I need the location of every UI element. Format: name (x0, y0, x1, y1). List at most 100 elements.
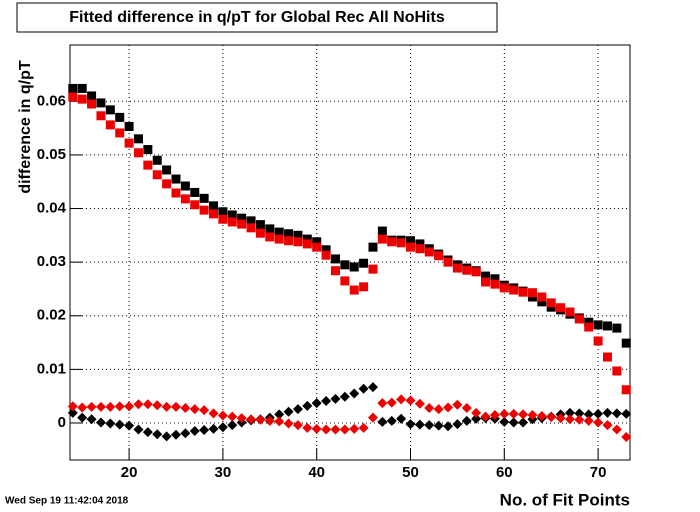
square-marker (556, 303, 566, 313)
square-marker (246, 223, 256, 233)
square-marker (293, 237, 303, 247)
diamond-marker (292, 404, 303, 415)
square-marker (527, 288, 537, 298)
diamond-marker (564, 407, 575, 418)
diamond-marker (349, 388, 360, 399)
diamond-marker (255, 414, 266, 425)
diamond-marker (443, 402, 454, 413)
diamond-marker (321, 424, 332, 435)
square-marker (406, 242, 416, 252)
diamond-marker (471, 413, 482, 424)
square-marker (537, 292, 547, 302)
diamond-marker (170, 401, 181, 412)
chart-title: Fitted difference in q/pT for Global Rec… (69, 9, 445, 26)
diamond-marker (414, 398, 425, 409)
diamond-marker (443, 421, 454, 432)
square-marker (349, 262, 359, 272)
diamond-marker (142, 427, 153, 438)
square-marker (593, 336, 603, 346)
diamond-marker (414, 419, 425, 430)
diamond-marker (396, 394, 407, 405)
diamond-marker (95, 417, 106, 428)
square-marker (377, 226, 387, 236)
square-marker (321, 250, 331, 260)
x-tick-label: 30 (215, 464, 232, 481)
square-marker (368, 242, 378, 252)
square-marker (96, 98, 106, 108)
diamond-marker (86, 414, 97, 425)
diamond-marker (480, 411, 491, 422)
diamond-marker (508, 408, 519, 419)
x-tick-label: 50 (402, 464, 419, 481)
diamond-marker (611, 408, 622, 419)
square-marker (68, 92, 78, 102)
y-tick-label: 0 (58, 414, 66, 431)
square-marker (199, 193, 209, 203)
y-tick-label: 0.02 (37, 307, 66, 324)
diamond-marker (180, 402, 191, 413)
square-marker (190, 200, 200, 210)
square-marker (237, 213, 247, 223)
square-marker (237, 219, 247, 229)
square-marker (518, 287, 528, 297)
diamond-marker (274, 409, 285, 420)
square-marker (77, 83, 87, 93)
square-marker (312, 237, 322, 247)
square-marker (152, 170, 162, 180)
x-tick-label: 70 (590, 464, 607, 481)
timestamp: Wed Sep 19 11:42:04 2018 (5, 496, 129, 507)
diamond-marker (114, 401, 125, 412)
square-marker (434, 251, 444, 261)
diamond-marker (86, 401, 97, 412)
diamond-marker (339, 424, 350, 435)
square-marker (209, 201, 219, 211)
square-marker (537, 297, 547, 307)
diamond-marker (217, 410, 228, 421)
square-marker (415, 239, 425, 249)
square-marker (274, 234, 284, 244)
diamond-marker (124, 420, 135, 431)
square-marker (218, 207, 228, 217)
y-tick-label: 0.03 (37, 253, 66, 270)
square-marker (302, 239, 312, 249)
diamond-marker (180, 428, 191, 439)
diamond-marker (386, 397, 397, 408)
square-marker (368, 264, 378, 274)
square-marker (481, 271, 491, 281)
square-marker (565, 307, 575, 317)
square-marker (96, 111, 106, 121)
square-marker (415, 244, 425, 254)
square-marker (143, 145, 153, 155)
diamond-marker (433, 404, 444, 415)
square-marker (265, 232, 275, 242)
square-marker (227, 210, 237, 220)
square-marker (584, 317, 594, 327)
diamond-marker (105, 401, 116, 412)
diamond-marker (367, 412, 378, 423)
square-marker (218, 214, 228, 224)
square-marker (574, 314, 584, 324)
square-marker (284, 236, 294, 246)
square-marker (152, 155, 162, 165)
square-marker (490, 274, 500, 284)
diamond-marker (499, 408, 510, 419)
diamond-marker (518, 409, 529, 420)
square-marker (321, 245, 331, 255)
square-marker (162, 179, 172, 189)
diamond-marker (367, 382, 378, 393)
square-marker (68, 83, 78, 93)
square-marker (387, 237, 397, 247)
square-marker (293, 230, 303, 240)
square-marker (359, 258, 369, 268)
diamond-marker (199, 405, 210, 416)
diamond-marker (452, 419, 463, 430)
y-tick-label: 0.05 (37, 146, 66, 163)
diamond-marker (217, 422, 228, 433)
diamond-marker (621, 408, 632, 419)
square-marker (443, 257, 453, 267)
title-box (16, 2, 498, 33)
diamond-marker (161, 401, 172, 412)
diamond-marker (339, 391, 350, 402)
square-marker (481, 277, 491, 287)
